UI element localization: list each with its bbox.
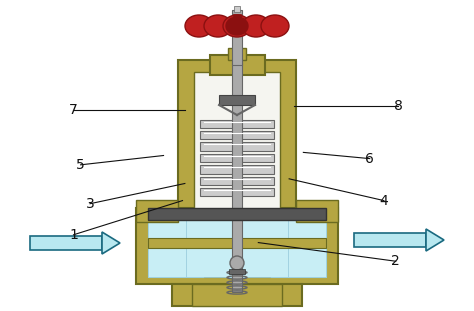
Bar [234, 6, 240, 12]
Bar [148, 208, 326, 220]
Text: 4: 4 [380, 193, 388, 208]
Bar [148, 215, 326, 277]
Bar [200, 142, 274, 151]
Bar [136, 208, 338, 284]
Text: 6: 6 [365, 151, 374, 166]
Text: 8: 8 [394, 99, 402, 113]
Text: 5: 5 [76, 158, 85, 172]
Bar [148, 238, 326, 248]
Text: 7: 7 [69, 103, 78, 118]
Polygon shape [102, 232, 120, 254]
Bar [200, 131, 274, 139]
Bar [30, 236, 102, 250]
Bar [228, 48, 246, 60]
Bar [200, 165, 274, 174]
Bar [219, 95, 255, 105]
Ellipse shape [204, 15, 232, 37]
Circle shape [230, 256, 244, 270]
Bar [233, 14, 241, 22]
Bar [210, 55, 265, 75]
Bar [232, 62, 242, 292]
Bar [200, 188, 274, 197]
Text: 3: 3 [86, 197, 94, 211]
Bar [354, 233, 426, 247]
Text: 1: 1 [69, 228, 78, 242]
Polygon shape [426, 229, 444, 251]
Bar [232, 10, 242, 65]
Bar [200, 177, 274, 185]
Bar [192, 284, 282, 306]
Bar [204, 215, 228, 277]
Bar [296, 200, 338, 222]
Bar [229, 269, 245, 274]
Bar [194, 72, 280, 212]
Bar [246, 215, 270, 277]
Bar [186, 215, 288, 238]
Bar [288, 215, 326, 277]
Ellipse shape [226, 17, 248, 35]
Bar [200, 154, 274, 162]
Bar [148, 215, 186, 277]
Bar [136, 200, 178, 222]
Ellipse shape [223, 15, 251, 37]
Bar [186, 248, 288, 277]
Ellipse shape [185, 15, 213, 37]
Ellipse shape [261, 15, 289, 37]
Bar [200, 120, 274, 128]
Bar [178, 60, 296, 225]
Ellipse shape [242, 15, 270, 37]
Text: 2: 2 [392, 254, 400, 268]
Bar [172, 284, 302, 306]
